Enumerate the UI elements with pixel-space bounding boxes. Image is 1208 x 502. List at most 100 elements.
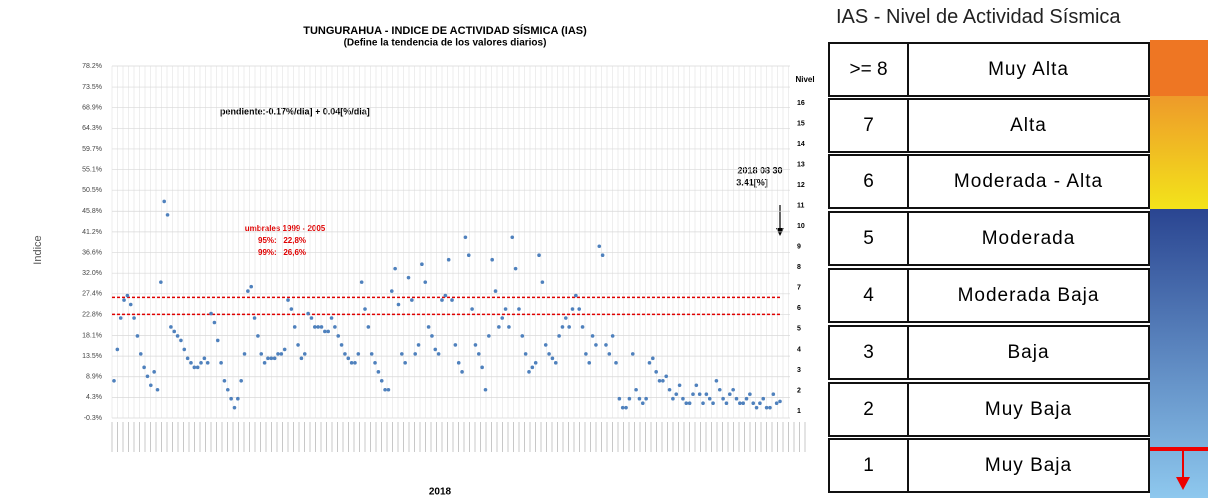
data-point — [727, 392, 732, 397]
data-point — [135, 334, 140, 338]
data-point — [738, 401, 742, 406]
y2-tick-label: 6 — [797, 305, 801, 312]
data-point — [373, 361, 377, 365]
table-row: 5 Moderada — [828, 211, 1150, 266]
data-point — [604, 343, 608, 347]
y-tick-label: 73.5% — [82, 84, 102, 91]
data-point — [540, 280, 545, 284]
y2-tick-label: 4 — [797, 346, 801, 353]
data-point — [470, 307, 474, 311]
data-point — [205, 361, 210, 365]
data-point — [600, 253, 605, 258]
data-point — [339, 343, 344, 347]
data-point — [594, 343, 598, 347]
data-point — [302, 352, 307, 356]
reference-label: 99%: 26,6% — [258, 248, 306, 257]
label-cell: Alta — [1010, 114, 1047, 136]
y2-tick-label: 10 — [797, 223, 805, 230]
data-point — [741, 401, 745, 406]
y-tick-label: 8.9% — [86, 374, 102, 381]
data-point — [691, 392, 695, 397]
data-point — [212, 320, 217, 325]
label-cell: Moderada — [981, 227, 1076, 249]
data-point — [607, 352, 612, 356]
reference-title: umbrales 1999 - 2005 — [245, 224, 326, 233]
chart-title: TUNGURAHUA - INDICE DE ACTIVIDAD SÍSMICA… — [303, 24, 587, 37]
table-row: 6 Moderada - Alta — [828, 154, 1150, 209]
data-point — [480, 365, 484, 370]
data-point — [249, 284, 254, 289]
data-point — [681, 396, 685, 401]
data-point — [256, 334, 260, 338]
data-point — [570, 307, 575, 311]
y2-tick-label: 5 — [797, 326, 801, 333]
y-tick-label: 13.5% — [82, 353, 102, 360]
data-point — [389, 289, 394, 293]
data-point — [149, 383, 153, 388]
annotation: 3.41[%] — [736, 177, 768, 187]
data-point — [229, 396, 233, 401]
data-point — [721, 396, 725, 401]
data-point — [272, 356, 277, 361]
data-point — [553, 361, 558, 365]
data-point — [671, 396, 675, 401]
data-point — [466, 253, 471, 258]
data-point — [252, 316, 257, 320]
data-point — [189, 361, 193, 365]
data-point — [493, 289, 498, 293]
table-row: 7 Alta — [828, 98, 1150, 153]
y2-tick-label: 15 — [797, 120, 805, 127]
data-point — [356, 352, 361, 356]
data-point — [704, 392, 709, 397]
data-point — [513, 266, 518, 271]
data-point — [162, 199, 167, 204]
data-point — [192, 365, 197, 370]
data-point — [169, 325, 173, 329]
y2-tick-label: 2 — [797, 387, 801, 394]
data-point — [292, 325, 297, 329]
data-point — [567, 325, 571, 329]
table-row: 4 Moderada Baja — [828, 268, 1150, 323]
data-point — [731, 387, 735, 392]
data-point — [503, 307, 508, 311]
data-point — [406, 275, 411, 280]
data-point — [580, 325, 585, 329]
y-tick-label: 32.0% — [82, 270, 102, 277]
data-point — [684, 401, 689, 406]
data-point — [744, 396, 749, 401]
y-tick-label: 50.5% — [82, 187, 102, 194]
data-point — [122, 298, 126, 302]
label-cell: Muy Baja — [984, 398, 1073, 420]
data-point — [393, 266, 397, 271]
data-point — [651, 356, 655, 361]
data-point — [440, 298, 444, 302]
data-point — [195, 365, 200, 370]
chart-subtitle: (Define la tendencia de los valores diar… — [344, 38, 547, 49]
data-point — [507, 325, 511, 329]
data-point — [456, 361, 461, 365]
data-point — [306, 311, 310, 316]
data-point — [587, 361, 592, 365]
data-point — [309, 316, 314, 320]
data-point — [182, 347, 187, 352]
annotation: 2018 08 30 — [737, 165, 782, 175]
data-point — [346, 356, 351, 361]
data-point — [751, 401, 756, 406]
y2-tick-label: 13 — [797, 161, 805, 168]
label-cell: Muy Baja — [984, 454, 1073, 476]
y2-tick-label: 12 — [797, 182, 805, 189]
y-tick-label: 68.9% — [82, 105, 102, 112]
data-point — [215, 338, 220, 343]
data-point — [219, 361, 223, 365]
data-point — [185, 356, 190, 361]
data-point — [155, 387, 160, 392]
data-point — [413, 352, 418, 356]
data-point — [232, 405, 237, 410]
data-point — [115, 347, 120, 352]
data-point — [266, 356, 270, 361]
data-point — [222, 378, 227, 383]
red-arrow-head — [1176, 477, 1190, 490]
data-point — [209, 311, 213, 316]
data-point — [674, 392, 679, 397]
data-point — [667, 387, 672, 392]
